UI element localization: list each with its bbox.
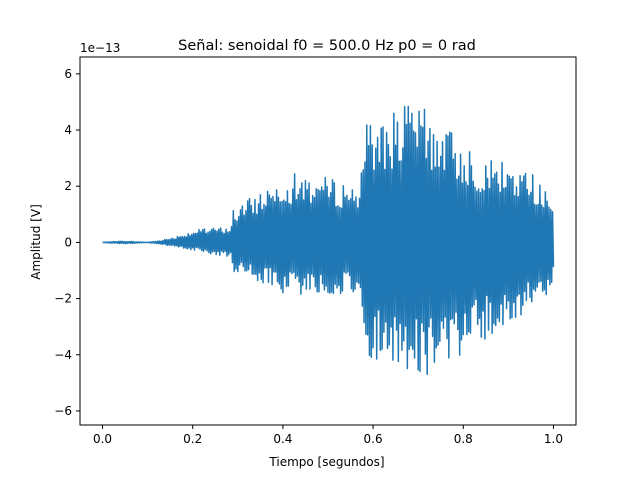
chart-title: Señal: senoidal f0 = 500.0 Hz p0 = 0 rad — [178, 38, 476, 54]
y-tick-label: 0 — [64, 235, 72, 249]
y-axis-label: Amplitud [V] — [29, 204, 43, 280]
signal-line — [102, 105, 555, 376]
x-axis-label: Tiempo [segundos] — [268, 455, 384, 469]
plot-frame — [79, 56, 577, 426]
y-offset-label: 1e−13 — [80, 41, 120, 55]
x-tick-label: 0.4 — [273, 432, 292, 446]
y-tick-label: 6 — [64, 67, 72, 81]
x-tick-label: 1.0 — [544, 432, 563, 446]
plot-area: 0.0 0.2 0.4 0.6 0.8 1.0 −6 −4 −2 0 2 4 6 — [54, 56, 577, 446]
y-tick-label: 2 — [64, 179, 72, 193]
x-tick-label: 0.8 — [454, 432, 473, 446]
x-tick-label: 0.6 — [364, 432, 383, 446]
y-tick-label: −4 — [54, 348, 72, 362]
x-tick-label: 0.0 — [93, 432, 112, 446]
y-tick-label: 4 — [64, 123, 72, 137]
y-tick-label: −6 — [54, 404, 72, 418]
x-tick-label: 0.2 — [183, 432, 202, 446]
y-tick-label: −2 — [54, 292, 72, 306]
